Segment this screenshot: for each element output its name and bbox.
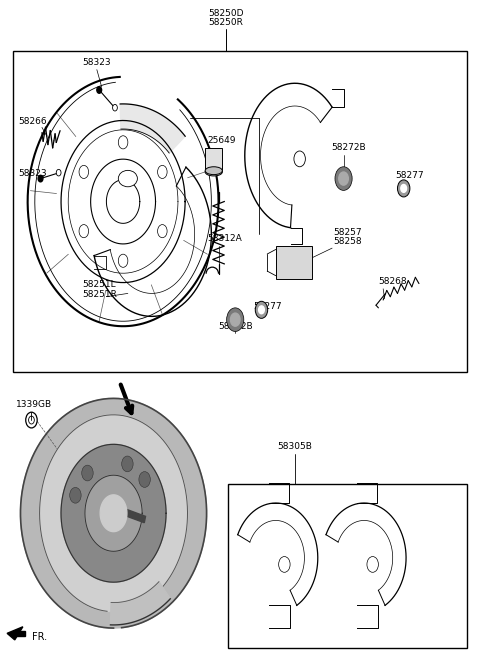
- Text: 58251R: 58251R: [83, 289, 118, 299]
- Polygon shape: [100, 495, 127, 532]
- Circle shape: [227, 308, 244, 331]
- Text: 58258: 58258: [333, 237, 362, 246]
- Circle shape: [157, 165, 167, 179]
- Circle shape: [139, 472, 150, 488]
- Circle shape: [122, 456, 133, 472]
- Bar: [228, 484, 467, 648]
- Text: 58250R: 58250R: [208, 18, 243, 27]
- Bar: [110, 503, 145, 523]
- Text: 58257: 58257: [333, 228, 362, 237]
- Bar: [13, 51, 467, 372]
- Text: 58268: 58268: [378, 277, 407, 286]
- Text: FR.: FR.: [33, 631, 48, 642]
- Circle shape: [397, 180, 410, 197]
- Circle shape: [259, 306, 264, 314]
- Polygon shape: [110, 582, 170, 625]
- Circle shape: [279, 557, 290, 572]
- Polygon shape: [15, 631, 25, 636]
- Polygon shape: [7, 627, 23, 640]
- Ellipse shape: [205, 168, 222, 176]
- Text: 25649: 25649: [207, 136, 236, 145]
- Text: 58250D: 58250D: [208, 9, 243, 18]
- Circle shape: [70, 488, 81, 503]
- Text: 1339GB: 1339GB: [16, 401, 52, 409]
- Circle shape: [157, 225, 167, 238]
- Circle shape: [230, 313, 240, 326]
- Ellipse shape: [205, 167, 222, 175]
- Text: 58272B: 58272B: [218, 322, 252, 331]
- Text: 58251L: 58251L: [83, 280, 116, 289]
- Circle shape: [82, 465, 93, 481]
- Circle shape: [118, 136, 128, 149]
- Circle shape: [79, 165, 89, 179]
- Text: 58277: 58277: [396, 171, 424, 180]
- Circle shape: [56, 169, 61, 176]
- Text: 58277: 58277: [253, 302, 282, 311]
- Polygon shape: [39, 415, 188, 612]
- Polygon shape: [85, 475, 142, 552]
- Polygon shape: [21, 399, 206, 628]
- Circle shape: [401, 185, 407, 192]
- Ellipse shape: [118, 171, 137, 186]
- Polygon shape: [120, 104, 185, 153]
- Circle shape: [97, 87, 102, 94]
- Circle shape: [79, 225, 89, 238]
- Circle shape: [38, 175, 43, 182]
- Bar: [205, 148, 222, 171]
- Circle shape: [255, 301, 268, 318]
- Circle shape: [113, 104, 117, 111]
- Circle shape: [335, 167, 352, 190]
- Circle shape: [367, 557, 378, 572]
- Text: 58266: 58266: [18, 117, 47, 126]
- Text: 58305B: 58305B: [277, 442, 312, 451]
- Text: 58272B: 58272B: [332, 142, 366, 152]
- Circle shape: [294, 151, 305, 167]
- Text: 58323: 58323: [18, 169, 47, 178]
- Polygon shape: [61, 444, 166, 582]
- Circle shape: [118, 254, 128, 268]
- Text: 58312A: 58312A: [207, 235, 242, 243]
- Circle shape: [339, 172, 348, 185]
- Bar: [276, 246, 312, 279]
- Text: 58323: 58323: [83, 58, 111, 67]
